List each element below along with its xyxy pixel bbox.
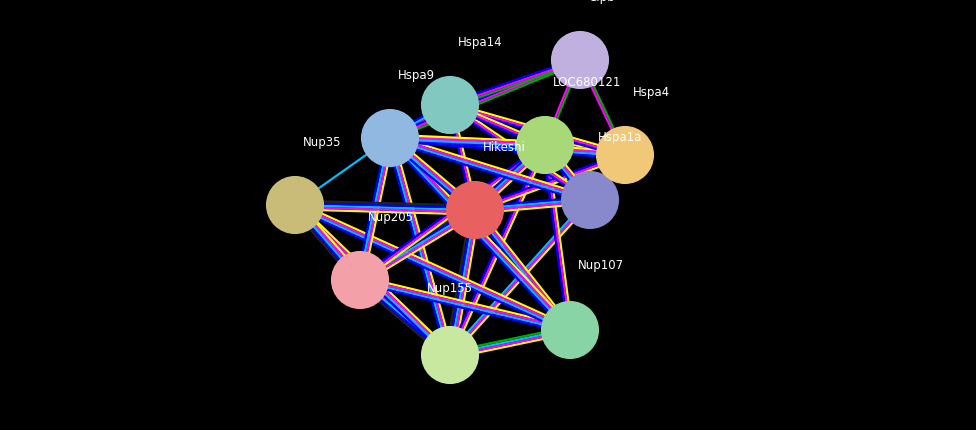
Circle shape: [362, 110, 418, 166]
Text: Hspa14: Hspa14: [458, 36, 503, 49]
Text: Hspa4: Hspa4: [633, 86, 671, 99]
Circle shape: [552, 32, 608, 88]
Text: LOC680121: LOC680121: [553, 76, 622, 89]
Circle shape: [422, 327, 478, 383]
Text: Hspa9: Hspa9: [398, 69, 435, 82]
Circle shape: [447, 182, 503, 238]
Circle shape: [422, 77, 478, 133]
Text: Nup205: Nup205: [368, 211, 414, 224]
Circle shape: [597, 127, 653, 183]
Circle shape: [562, 172, 618, 228]
Text: Nup107: Nup107: [578, 259, 624, 272]
Circle shape: [332, 252, 388, 308]
Circle shape: [267, 177, 323, 233]
Text: Clpb: Clpb: [588, 0, 615, 4]
Text: Hspa1a: Hspa1a: [598, 131, 642, 144]
Text: Hikeshi: Hikeshi: [483, 141, 526, 154]
Circle shape: [517, 117, 573, 173]
Text: Nup35: Nup35: [303, 136, 342, 149]
Circle shape: [542, 302, 598, 358]
Text: Nup155: Nup155: [427, 282, 473, 295]
